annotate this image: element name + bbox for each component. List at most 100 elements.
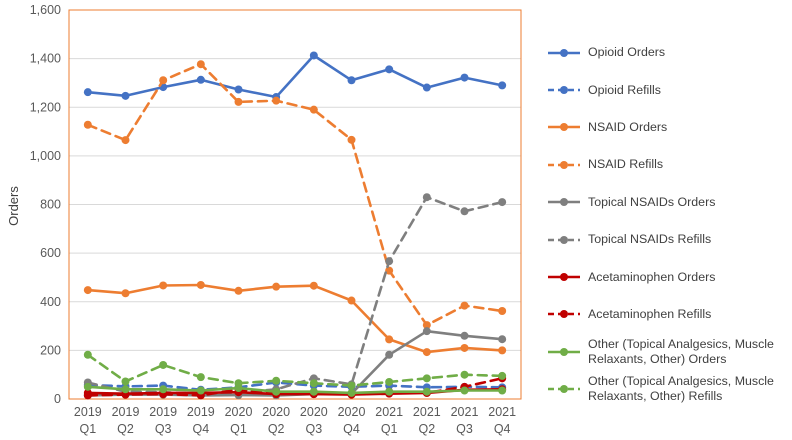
legend: Opioid Orders Opioid Refills NSAID Orders N… bbox=[546, 34, 792, 408]
data-point bbox=[385, 65, 394, 74]
data-point bbox=[498, 306, 507, 315]
series-9 bbox=[83, 350, 507, 390]
y-tick-label: 1,400 bbox=[30, 52, 61, 66]
y-tick-label: 800 bbox=[40, 198, 61, 212]
legend-item: NSAID Refills bbox=[546, 146, 792, 183]
data-point bbox=[460, 331, 469, 340]
x-tick-quarter: Q3 bbox=[155, 422, 172, 436]
y-tick-label: 200 bbox=[40, 343, 61, 357]
series-line bbox=[86, 62, 504, 327]
data-point bbox=[422, 83, 431, 92]
legend-label: Opioid Refills bbox=[588, 82, 661, 97]
x-tick-quarter: Q4 bbox=[192, 422, 209, 436]
legend-item: Opioid Refills bbox=[546, 71, 792, 108]
data-point bbox=[159, 385, 168, 394]
data-point bbox=[422, 374, 431, 383]
data-point bbox=[460, 370, 469, 379]
x-tick-year: 2021 bbox=[488, 405, 516, 419]
legend-swatch-marker bbox=[560, 86, 568, 95]
series-line bbox=[86, 195, 504, 396]
legend-swatch bbox=[548, 273, 580, 282]
legend-item: Opioid Orders bbox=[546, 34, 792, 71]
data-point bbox=[196, 60, 205, 69]
legend-swatch bbox=[548, 123, 580, 132]
data-point bbox=[422, 387, 431, 396]
data-point bbox=[460, 207, 469, 216]
x-tick-quarter: Q3 bbox=[305, 422, 322, 436]
x-tick-year: 2020 bbox=[225, 405, 253, 419]
legend-swatch-marker bbox=[560, 347, 568, 356]
legend-label: NSAID Refills bbox=[588, 157, 664, 172]
series-line bbox=[86, 283, 504, 354]
legend-label: Topical NSAIDs Refills bbox=[588, 232, 712, 247]
y-tick-label: 1,200 bbox=[30, 100, 61, 114]
data-point bbox=[347, 381, 356, 390]
legend-swatch-marker bbox=[560, 198, 568, 207]
data-point bbox=[83, 382, 92, 391]
legend-swatch bbox=[548, 310, 580, 319]
data-point bbox=[460, 386, 469, 395]
series-layer bbox=[83, 51, 507, 400]
legend-item: Acetaminophen Refills bbox=[546, 296, 792, 333]
data-point bbox=[196, 386, 205, 395]
data-point bbox=[498, 346, 507, 355]
legend-label: Topical NSAIDs Orders bbox=[588, 194, 716, 209]
series-2 bbox=[83, 280, 507, 357]
data-point bbox=[121, 136, 130, 145]
data-point bbox=[347, 388, 356, 397]
data-point bbox=[83, 391, 92, 400]
x-tick-quarter: Q2 bbox=[418, 422, 435, 436]
legend-item: Topical NSAIDs Refills bbox=[546, 221, 792, 258]
legend-label: Other (Topical Analgesics, Muscle Relaxa… bbox=[588, 374, 774, 404]
gridlines bbox=[69, 58, 521, 351]
x-tick-year: 2020 bbox=[338, 405, 366, 419]
x-tick-year: 2020 bbox=[300, 405, 328, 419]
data-point bbox=[159, 360, 168, 369]
data-point bbox=[234, 286, 243, 295]
data-point bbox=[309, 51, 318, 60]
data-point bbox=[309, 281, 318, 290]
data-point bbox=[385, 377, 394, 386]
data-point bbox=[121, 377, 130, 386]
x-tick-year: 2019 bbox=[187, 405, 215, 419]
x-tick-quarter: Q1 bbox=[79, 422, 96, 436]
x-tick-quarter: Q4 bbox=[343, 422, 360, 436]
x-tick-quarter: Q4 bbox=[494, 422, 511, 436]
data-point bbox=[309, 387, 318, 396]
data-point bbox=[498, 198, 507, 207]
x-tick-quarter: Q2 bbox=[117, 422, 134, 436]
legend-item: Other (Topical Analgesics, Muscle Relaxa… bbox=[546, 371, 792, 408]
series-line bbox=[86, 54, 504, 99]
data-point bbox=[385, 335, 394, 344]
series-line bbox=[86, 353, 504, 387]
legend-swatch-marker bbox=[560, 48, 568, 57]
x-tick-year: 2021 bbox=[413, 405, 441, 419]
data-point bbox=[234, 97, 243, 106]
legend-swatch-marker bbox=[560, 123, 568, 132]
x-tick-year: 2019 bbox=[112, 405, 140, 419]
data-point bbox=[234, 379, 243, 388]
x-tick-quarter: Q1 bbox=[230, 422, 247, 436]
series-5 bbox=[83, 193, 507, 398]
data-point bbox=[385, 350, 394, 359]
x-tick-quarter: Q2 bbox=[268, 422, 285, 436]
legend-swatch bbox=[548, 86, 580, 95]
legend-swatch bbox=[548, 347, 580, 356]
x-tick-year: 2021 bbox=[451, 405, 479, 419]
x-tick-year: 2020 bbox=[262, 405, 290, 419]
x-tick-quarter: Q1 bbox=[381, 422, 398, 436]
data-point bbox=[83, 350, 92, 359]
data-point bbox=[498, 386, 507, 395]
data-point bbox=[309, 105, 318, 114]
data-point bbox=[196, 75, 205, 84]
legend-swatch-marker bbox=[560, 385, 568, 394]
legend-swatch-marker bbox=[560, 310, 568, 319]
y-tick-label: 1,600 bbox=[30, 3, 61, 17]
plot-border bbox=[68, 9, 522, 400]
data-point bbox=[385, 387, 394, 396]
data-point bbox=[196, 373, 205, 382]
legend-swatch bbox=[548, 48, 580, 57]
data-point bbox=[347, 76, 356, 85]
data-point bbox=[272, 96, 281, 105]
